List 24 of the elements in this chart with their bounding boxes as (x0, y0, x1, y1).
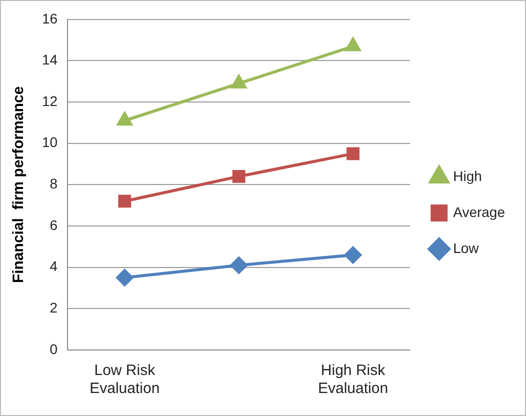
y-tick-label: 8 (50, 176, 58, 192)
point (346, 147, 360, 160)
y-axis-title: Financial firm performance (10, 86, 28, 284)
point (116, 269, 134, 286)
point (230, 256, 248, 274)
legend-label: High (453, 168, 482, 184)
legend-label: Average (453, 204, 506, 220)
point (345, 38, 361, 52)
point (117, 112, 132, 126)
y-tick-label: 16 (42, 10, 58, 26)
y-tick-label: 12 (42, 92, 58, 109)
y-tick-label: 6 (50, 216, 58, 233)
x-tick-label: Low Risk Evaluation (90, 362, 160, 398)
point (232, 170, 246, 183)
y-tick-label: 14 (42, 52, 58, 68)
point (118, 194, 132, 208)
y-tick-label: 10 (42, 134, 58, 150)
y-tick-label: 0 (50, 340, 58, 357)
y-tick-label: 2 (50, 300, 58, 316)
y-tick-label: 4 (50, 258, 58, 274)
x-tick-label: High Risk Evaluation (318, 362, 388, 398)
legend-label: Low (453, 240, 480, 256)
point (231, 74, 246, 88)
point (344, 246, 362, 264)
